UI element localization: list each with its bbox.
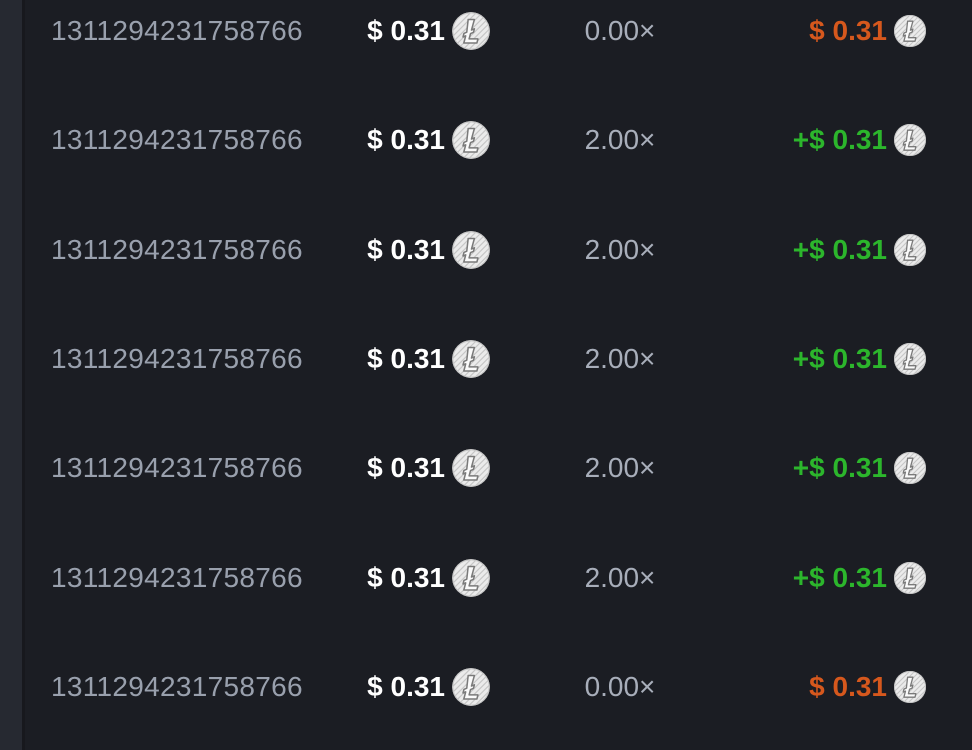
litecoin-icon <box>451 339 491 379</box>
bet-row[interactable]: 1311294231758766 $ 0.31 2.00× +$ 0.31 <box>25 304 972 413</box>
bet-amount-cell: $ 0.31 <box>367 448 491 488</box>
bet-row[interactable]: 1311294231758766 $ 0.31 0.00× $ 0.31 <box>25 0 972 85</box>
payout-cell: +$ 0.31 <box>793 451 927 485</box>
litecoin-icon <box>451 558 491 598</box>
payout-cell: +$ 0.31 <box>793 561 927 595</box>
bet-amount-cell: $ 0.31 <box>367 558 491 598</box>
bet-amount: $ 0.31 <box>367 342 445 374</box>
litecoin-icon <box>451 448 491 488</box>
payout-amount: +$ 0.31 <box>792 561 887 593</box>
payout-cell: $ 0.31 <box>809 670 927 704</box>
payout-amount: +$ 0.31 <box>792 452 887 484</box>
bet-id: 1311294231758766 <box>51 342 303 374</box>
bet-id: 1311294231758766 <box>51 124 303 156</box>
bet-amount: $ 0.31 <box>367 561 445 593</box>
payout-amount: $ 0.31 <box>809 671 887 703</box>
multiplier: 0.00× <box>584 14 656 46</box>
litecoin-icon <box>451 120 491 160</box>
litecoin-icon <box>893 670 927 704</box>
payout-cell: +$ 0.31 <box>793 342 927 376</box>
bet-id: 1311294231758766 <box>51 671 303 703</box>
bet-amount-cell: $ 0.31 <box>367 11 491 51</box>
litecoin-icon <box>893 451 927 485</box>
payout-cell: $ 0.31 <box>809 14 927 48</box>
payout-amount: +$ 0.31 <box>792 124 887 156</box>
bet-amount-cell: $ 0.31 <box>367 120 491 160</box>
bet-id: 1311294231758766 <box>51 452 303 484</box>
litecoin-icon <box>451 230 491 270</box>
litecoin-icon <box>893 123 927 157</box>
bet-amount: $ 0.31 <box>367 671 445 703</box>
bet-id: 1311294231758766 <box>51 233 303 265</box>
bet-amount-cell: $ 0.31 <box>367 230 491 270</box>
bet-row[interactable]: 1311294231758766 $ 0.31 2.00× +$ 0.31 <box>25 195 972 304</box>
litecoin-icon <box>893 561 927 595</box>
litecoin-icon <box>451 667 491 707</box>
multiplier: 0.00× <box>584 671 656 703</box>
bet-row[interactable]: 1311294231758766 $ 0.31 2.00× +$ 0.31 <box>25 414 972 523</box>
bet-amount: $ 0.31 <box>367 233 445 265</box>
multiplier: 2.00× <box>584 124 656 156</box>
litecoin-icon <box>451 11 491 51</box>
bet-amount: $ 0.31 <box>367 452 445 484</box>
bet-amount: $ 0.31 <box>367 14 445 46</box>
payout-amount: $ 0.31 <box>809 14 887 46</box>
multiplier: 2.00× <box>584 452 656 484</box>
bet-rows: 1311294231758766 $ 0.31 0.00× $ 0.31 131… <box>25 0 972 742</box>
multiplier: 2.00× <box>584 342 656 374</box>
bet-id: 1311294231758766 <box>51 561 303 593</box>
bet-id: 1311294231758766 <box>51 14 303 46</box>
multiplier: 2.00× <box>584 561 656 593</box>
bet-row[interactable]: 1311294231758766 $ 0.31 2.00× +$ 0.31 <box>25 523 972 632</box>
multiplier: 2.00× <box>584 233 656 265</box>
payout-cell: +$ 0.31 <box>793 233 927 267</box>
litecoin-icon <box>893 14 927 48</box>
litecoin-icon <box>893 342 927 376</box>
bet-history-table: 1311294231758766 $ 0.31 0.00× $ 0.31 131… <box>22 0 972 750</box>
litecoin-icon <box>893 233 927 267</box>
bet-amount: $ 0.31 <box>367 124 445 156</box>
payout-amount: +$ 0.31 <box>792 233 887 265</box>
bet-row[interactable]: 1311294231758766 $ 0.31 2.00× +$ 0.31 <box>25 85 972 194</box>
payout-cell: +$ 0.31 <box>793 123 927 157</box>
bet-amount-cell: $ 0.31 <box>367 667 491 707</box>
payout-amount: +$ 0.31 <box>792 342 887 374</box>
bet-amount-cell: $ 0.31 <box>367 339 491 379</box>
bet-row[interactable]: 1311294231758766 $ 0.31 0.00× $ 0.31 <box>25 633 972 742</box>
